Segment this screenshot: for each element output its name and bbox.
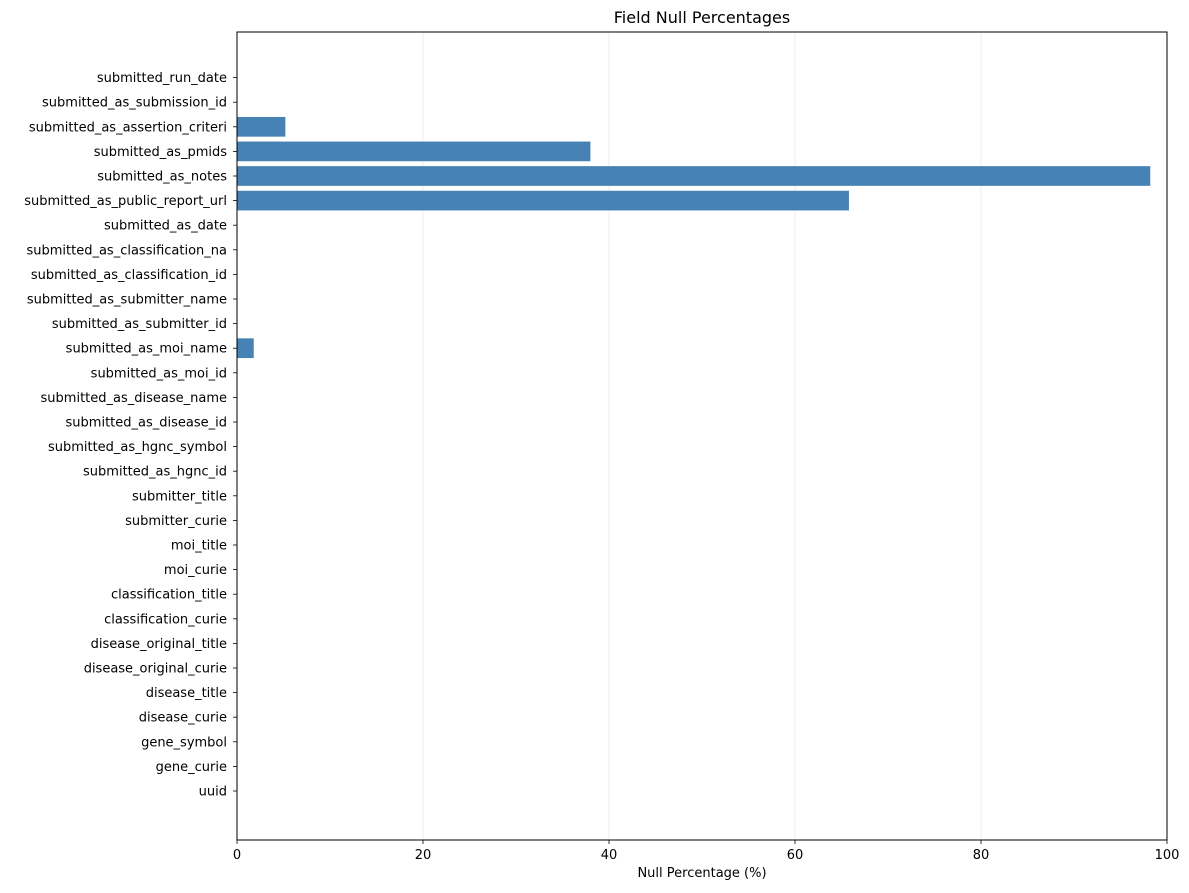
y-tick-label: disease_original_title: [91, 637, 227, 652]
x-tick-label: 100: [1155, 848, 1180, 863]
x-tick-label: 0: [233, 848, 241, 863]
y-tick-label: submitted_as_public_report_url: [24, 194, 227, 209]
y-tick-label: submitted_as_submitter_id: [52, 317, 227, 332]
bar: [237, 141, 591, 162]
y-axis: uuid gene_curie gene_symbol disease_curie di…: [24, 71, 237, 800]
y-tick-label: submitter_title: [132, 489, 227, 504]
y-tick-label: submitter_curie: [125, 514, 227, 529]
y-tick-label: submitted_as_date: [104, 219, 227, 234]
y-tick-label: submitted_as_submitter_name: [27, 293, 227, 308]
y-tick-label: disease_original_curie: [84, 662, 227, 677]
y-tick-label: submitted_as_classification_na: [26, 243, 227, 258]
y-tick-label: submitted_run_date: [97, 71, 227, 86]
y-tick-label: submitted_as_hgnc_symbol: [48, 440, 227, 455]
y-tick-label: submitted_as_notes: [97, 170, 227, 185]
y-tick-label: gene_curie: [156, 760, 227, 775]
bar: [237, 166, 1151, 186]
x-tick-label: 60: [787, 848, 804, 863]
y-tick-label: disease_title: [146, 686, 227, 701]
y-tick-label: gene_symbol: [141, 735, 227, 750]
y-tick-label: submitted_as_hgnc_id: [83, 465, 227, 480]
bar: [237, 338, 254, 359]
y-tick-label: submitted_as_submission_id: [42, 96, 227, 111]
y-tick-label: disease_curie: [139, 711, 227, 726]
plot-frame: [236, 31, 1168, 841]
x-tick-label: 20: [415, 848, 432, 863]
chart-title: Field Null Percentages: [614, 8, 790, 27]
y-tick-label: submitted_as_moi_name: [66, 342, 227, 357]
y-tick-label: classification_title: [111, 588, 227, 603]
y-tick-label: submitted_as_disease_name: [41, 391, 227, 406]
x-tick-label: 40: [601, 848, 618, 863]
y-tick-label: submitted_as_disease_id: [66, 416, 227, 431]
y-tick-label: moi_curie: [164, 563, 227, 578]
y-tick-label: submitted_as_classification_id: [31, 268, 227, 283]
x-axis: 0 20 40 60 80 100: [233, 840, 1180, 863]
bars: [237, 116, 1151, 359]
bar: [237, 116, 286, 137]
x-axis-label: Null Percentage (%): [637, 866, 766, 881]
y-tick-label: submitted_as_moi_id: [91, 366, 227, 381]
bar: [237, 190, 849, 211]
y-tick-label: moi_title: [171, 539, 227, 554]
y-tick-label: submitted_as_assertion_criteri: [29, 120, 227, 135]
x-tick-label: 80: [973, 848, 990, 863]
y-tick-label: submitted_as_pmids: [94, 145, 228, 160]
y-tick-label: classification_curie: [104, 612, 227, 627]
y-tick-label: uuid: [199, 785, 227, 800]
